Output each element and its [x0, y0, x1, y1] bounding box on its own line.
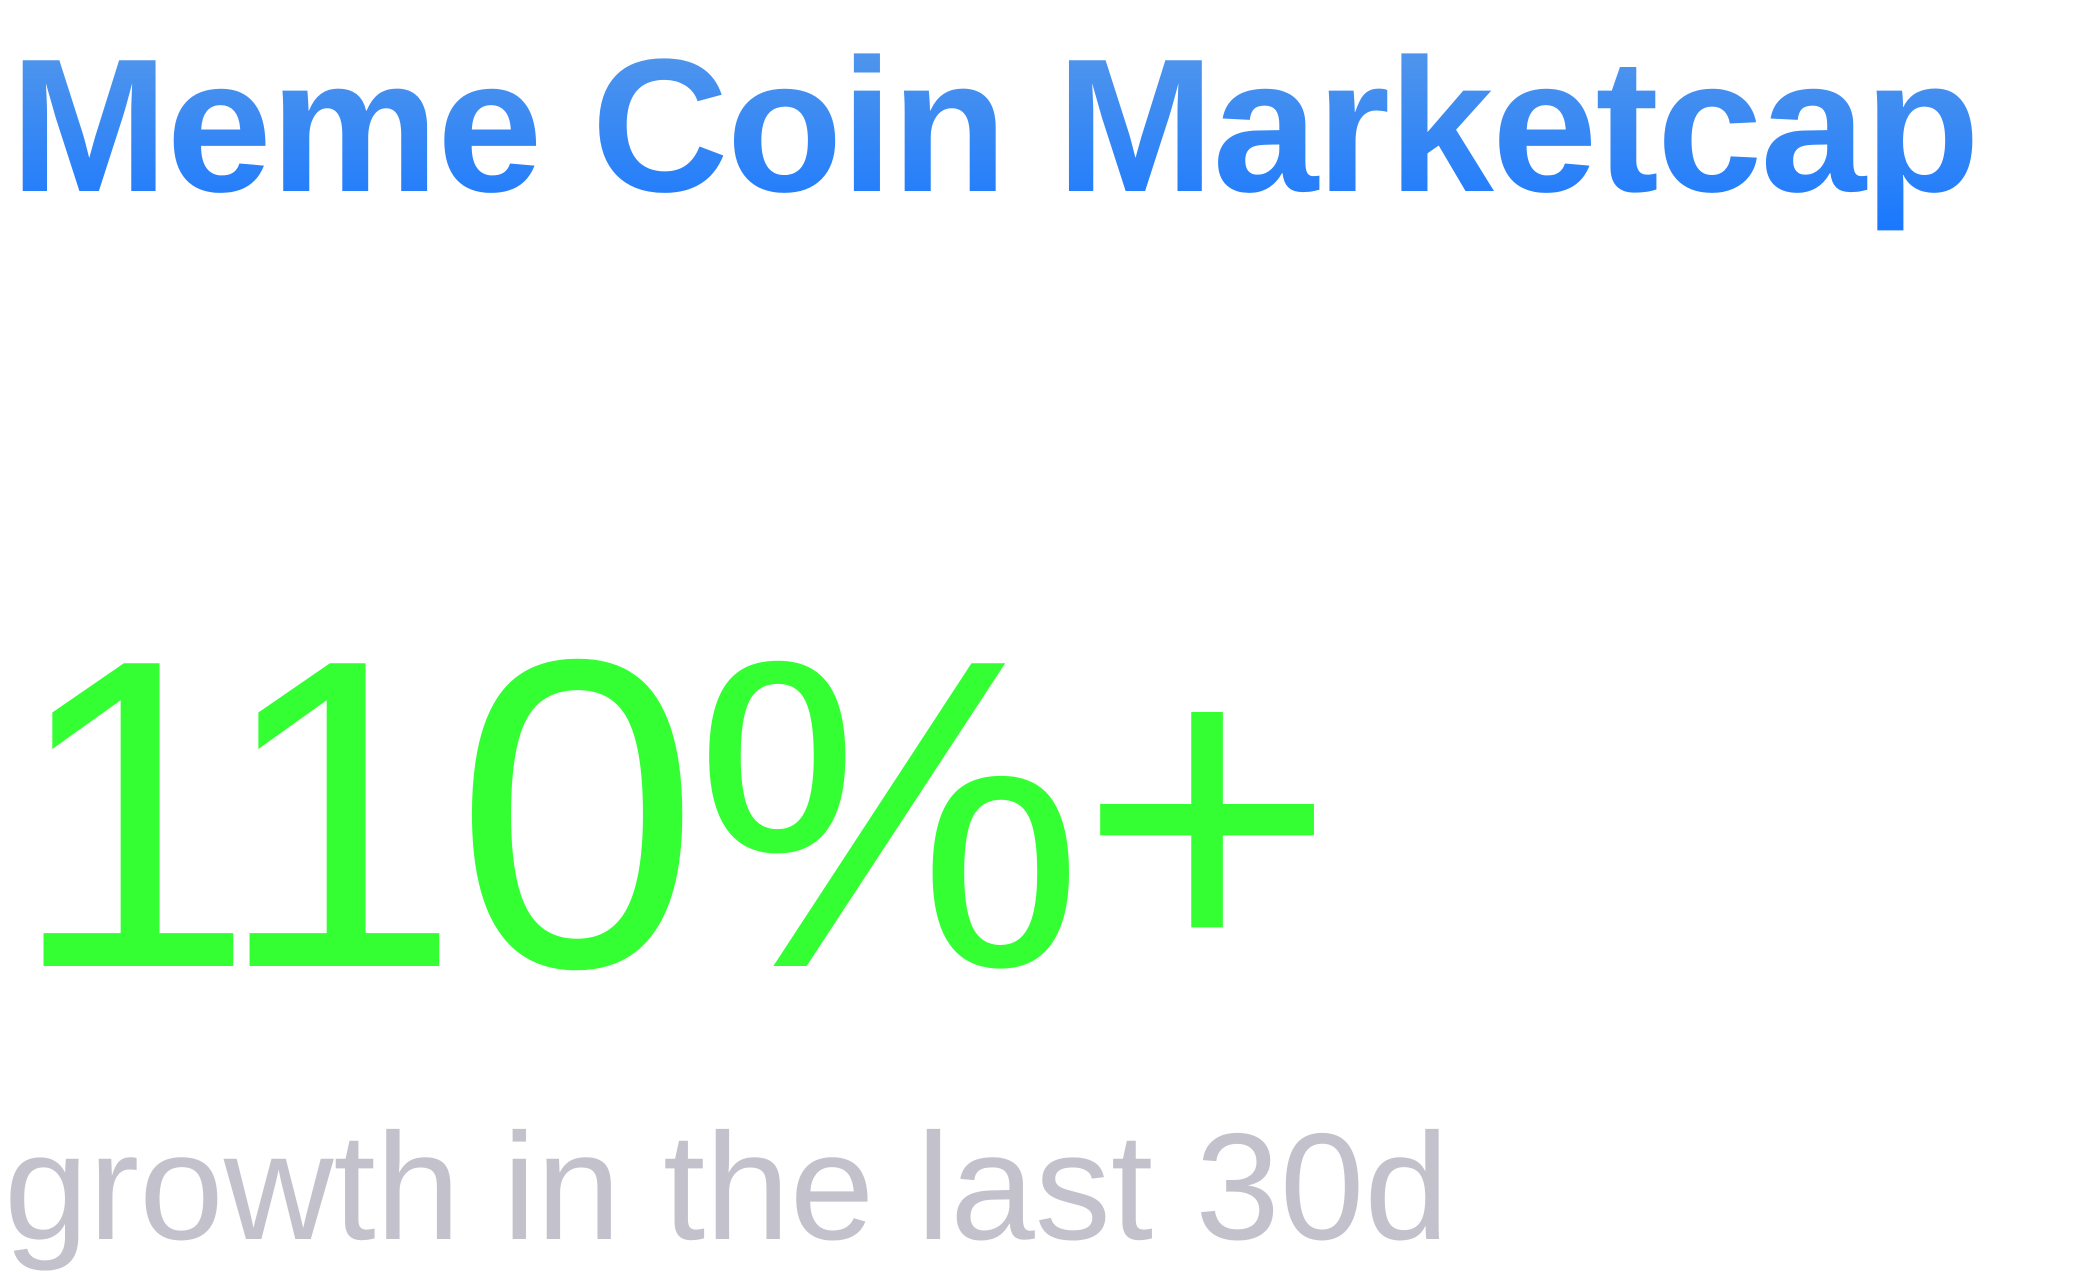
growth-stat-value: 110%+: [10, 569, 1336, 1060]
growth-stat-caption: growth in the last 30d: [4, 1102, 1449, 1272]
page-title: Meme Coin Marketcap: [10, 16, 1980, 236]
